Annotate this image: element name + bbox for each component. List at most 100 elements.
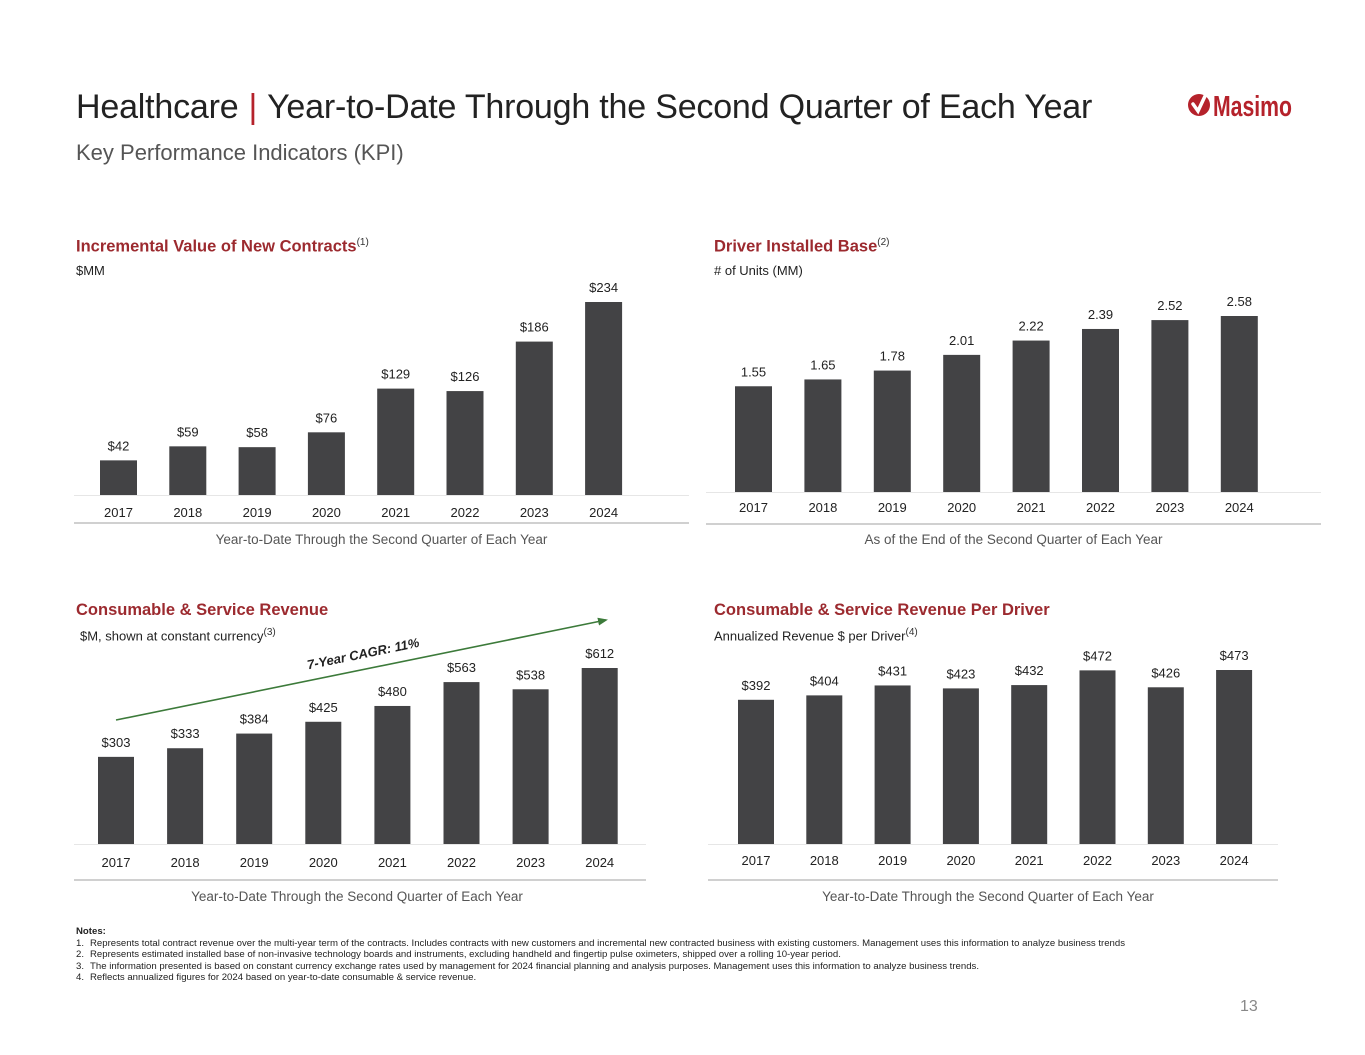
data-label: $234 [589, 280, 618, 295]
chart-panel-revenue-per-driver: Consumable & Service Revenue Per Driver … [708, 601, 1314, 931]
chart-title: Incremental Value of New Contracts(1) [76, 237, 369, 257]
bar [377, 388, 415, 495]
chart-svg: $392 2017 $404 2018 $431 2019 $423 2020 $432 2021… [708, 648, 1278, 881]
note-item: 4. Reflects annualized figures for 2024 b… [76, 972, 1125, 984]
bar [1151, 320, 1189, 492]
note-number: 4. [76, 972, 85, 984]
tick-label: 2024 [589, 505, 618, 520]
bar [446, 391, 484, 495]
chart-unit-footnote: (4) [905, 627, 918, 638]
tick-label: 2024 [585, 855, 614, 870]
chart-caption: Year-to-Date Through the Second Quarter … [191, 889, 523, 904]
chart-title-footnote: (2) [877, 237, 890, 248]
data-label: $425 [309, 700, 338, 715]
bar [236, 733, 273, 844]
tick-label: 2019 [878, 853, 907, 868]
tick-label: 2024 [1220, 853, 1249, 868]
tick-label: 2021 [1015, 853, 1044, 868]
note-item: 2. Represents estimated installed base of… [76, 949, 1125, 961]
chart-panel-consumable-revenue: Consumable & Service Revenue $M, shown a… [74, 601, 676, 931]
data-label: $186 [520, 320, 549, 335]
chart-panel-driver-installed-base: Driver Installed Base(2) # of Units (MM)… [706, 237, 1321, 567]
data-label: $480 [378, 684, 407, 699]
page-title: Healthcare | Year-to-Date Through the Seco… [76, 88, 1092, 127]
data-label: $303 [102, 735, 131, 750]
tick-label: 2020 [947, 500, 976, 515]
note-text: Represents total contract revenue over t… [90, 937, 1126, 949]
title-right: Year-to-Date Through the Second Quarter … [267, 88, 1093, 126]
tick-label: 2024 [1225, 500, 1254, 515]
note-text: Reflects annualized figures for 2024 bas… [90, 972, 477, 984]
data-label: $431 [878, 663, 907, 678]
bar [167, 748, 204, 844]
chart-title-text: Driver Installed Base [714, 237, 878, 256]
data-label: 2.01 [949, 333, 974, 348]
bar [738, 699, 774, 844]
bar [1220, 316, 1258, 492]
tick-label: 2020 [312, 505, 341, 520]
data-label: 2.58 [1227, 294, 1252, 309]
tick-label: 2023 [1151, 853, 1180, 868]
tick-label: 2020 [946, 853, 975, 868]
chart-title-text: Incremental Value of New Contracts [76, 237, 357, 256]
footnotes: Notes: 1. Represents total contract reven… [76, 926, 1125, 984]
chart-caption: As of the End of the Second Quarter of E… [864, 532, 1163, 547]
bar [585, 302, 623, 495]
chart-unit-text: $M, shown at constant currency [80, 628, 264, 644]
bar [581, 668, 618, 844]
bar [238, 447, 276, 495]
chart-title: Consumable & Service Revenue Per Driver [714, 601, 1050, 620]
bar [512, 689, 549, 844]
note-number: 3. [76, 960, 85, 972]
data-label: $126 [451, 369, 480, 384]
chart-panel-incremental-value: Incremental Value of New Contracts(1) $M… [74, 237, 689, 567]
chart-unit: # of Units (MM) [714, 263, 803, 278]
cagr-trend-arrow [115, 617, 608, 721]
data-label: $423 [946, 666, 975, 681]
bar [1147, 687, 1184, 844]
bar [169, 446, 207, 495]
tick-label: 2020 [309, 855, 338, 870]
logo-icon [1188, 92, 1210, 116]
bar [443, 682, 480, 844]
bar [806, 695, 843, 844]
bar [307, 432, 345, 495]
tick-label: 2019 [243, 505, 272, 520]
tick-label: 2017 [739, 500, 768, 515]
tick-label: 2019 [878, 500, 907, 515]
tick-label: 2021 [381, 505, 410, 520]
tick-label: 2022 [1086, 500, 1115, 515]
tick-label: 2018 [173, 505, 202, 520]
tick-label: 2018 [810, 853, 839, 868]
data-label: $472 [1083, 648, 1112, 663]
bar [1011, 685, 1048, 844]
tick-label: 2017 [742, 853, 771, 868]
chart-title-text: Consumable & Service Revenue [76, 601, 329, 619]
bar [1079, 670, 1116, 844]
bar [1012, 340, 1050, 492]
tick-label: 2023 [1155, 500, 1184, 515]
bar [100, 460, 137, 495]
chart-unit-text: Annualized Revenue $ per Driver [714, 628, 906, 644]
logo-text: Masimo [1213, 91, 1292, 123]
data-label: $392 [742, 678, 771, 693]
bar [943, 354, 981, 492]
notes-heading: Notes: [76, 926, 106, 937]
tick-label: 2017 [102, 855, 131, 870]
data-label: $59 [177, 424, 199, 439]
chart-svg: $42 2017 $59 2018 $58 2019 $76 2020 $129 2021 $126… [74, 280, 689, 524]
data-label: $538 [516, 667, 545, 682]
data-label: 2.52 [1157, 298, 1182, 313]
masimo-logo: Masimo [1188, 91, 1292, 123]
data-label: 1.78 [880, 349, 905, 364]
data-label: $42 [108, 438, 130, 453]
data-label: 2.22 [1018, 319, 1043, 334]
cagr-annotation: 7-Year CAGR: 11% [306, 635, 421, 673]
page-number: 13 [1240, 998, 1258, 1015]
data-label: $612 [585, 646, 614, 661]
chart-title: Consumable & Service Revenue [76, 601, 328, 620]
chart-title-footnote: (1) [356, 237, 369, 248]
chart-unit: $MM [76, 263, 105, 278]
chart-caption: Year-to-Date Through the Second Quarter … [822, 889, 1154, 904]
bar [942, 688, 979, 844]
